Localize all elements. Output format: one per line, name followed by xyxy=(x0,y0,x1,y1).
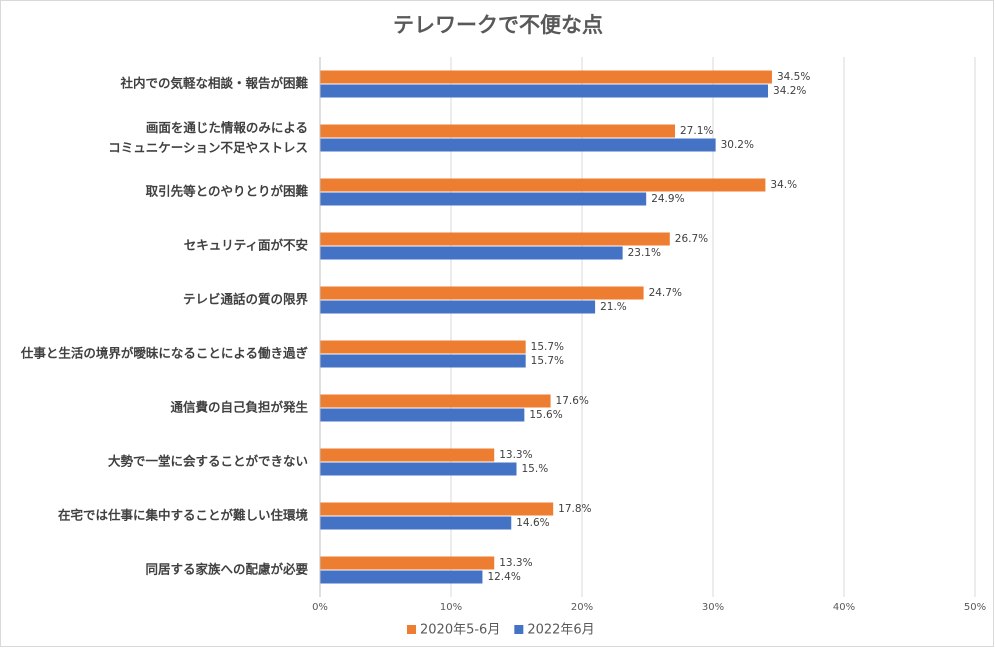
value-label: 13.3% xyxy=(499,449,532,461)
bar xyxy=(320,394,551,408)
value-label: 26.7% xyxy=(675,233,708,245)
bar xyxy=(320,462,517,476)
bar xyxy=(320,124,676,138)
bar xyxy=(320,286,644,300)
bar xyxy=(320,556,495,570)
value-label: 27.1% xyxy=(680,125,713,137)
bar xyxy=(320,178,766,192)
x-tick-label: 30% xyxy=(702,602,724,613)
value-label: 15.% xyxy=(522,463,549,475)
chart-title: テレワークで不便な点 xyxy=(393,13,603,37)
x-tick-label: 20% xyxy=(571,602,593,613)
value-label: 24.9% xyxy=(651,193,684,205)
bar xyxy=(320,570,483,584)
x-tick-label: 10% xyxy=(440,602,462,613)
value-label: 34.5% xyxy=(777,71,810,83)
value-label: 34.2% xyxy=(773,85,806,97)
value-label: 23.1% xyxy=(628,247,661,259)
y-tick-label: 同居する家族への配慮が必要 xyxy=(145,562,308,577)
y-tick-label: セキュリティ面が不安 xyxy=(184,238,308,253)
bar xyxy=(320,246,623,260)
value-label: 17.6% xyxy=(556,395,589,407)
bar xyxy=(320,232,670,246)
legend-label: 2022年6月 xyxy=(527,623,594,638)
value-label: 15.7% xyxy=(531,355,564,367)
y-tick-label: 仕事と生活の境界が曖昧になることによる働き過ぎ xyxy=(20,346,309,361)
bar xyxy=(320,300,596,314)
y-tick-label: 在宅では仕事に集中することが難しい住環境 xyxy=(58,508,309,523)
y-tick-label: 大勢で一堂に会することができない xyxy=(108,454,308,469)
y-tick-label: 画面を通じた情報のみによるコミュニケーション不足やストレス xyxy=(108,120,308,155)
x-tick-label: 0% xyxy=(312,602,328,613)
x-tick-label: 40% xyxy=(833,602,855,613)
bar xyxy=(320,138,716,152)
bar xyxy=(320,516,512,530)
value-label: 34.% xyxy=(770,179,797,191)
value-label: 24.7% xyxy=(649,287,682,299)
value-label: 15.6% xyxy=(529,409,562,421)
y-tick-label: テレビ通話の質の限界 xyxy=(183,292,309,307)
value-label: 13.3% xyxy=(499,557,532,569)
value-label: 14.6% xyxy=(516,517,549,529)
value-label: 15.7% xyxy=(531,341,564,353)
y-tick-label: 社内での気軽な相談・報告が困難 xyxy=(119,76,308,91)
value-label: 21.% xyxy=(600,301,627,313)
value-label: 12.4% xyxy=(487,571,520,583)
value-label: 17.8% xyxy=(558,503,591,515)
x-tick-label: 50% xyxy=(964,602,986,613)
y-tick-label: 取引先等とのやりとりが困難 xyxy=(146,184,309,199)
bar xyxy=(320,70,772,84)
bar xyxy=(320,84,769,98)
legend-swatch xyxy=(514,625,524,634)
y-tick-label: 通信費の自己負担が発生 xyxy=(170,400,308,415)
value-label: 30.2% xyxy=(721,139,754,151)
bar xyxy=(320,448,495,462)
legend-swatch xyxy=(407,625,416,634)
bar xyxy=(320,502,554,516)
legend-label: 2020年5-6月 xyxy=(420,623,500,638)
bar xyxy=(320,340,526,354)
bar xyxy=(320,192,647,206)
bar xyxy=(320,408,525,422)
bar xyxy=(320,354,526,368)
